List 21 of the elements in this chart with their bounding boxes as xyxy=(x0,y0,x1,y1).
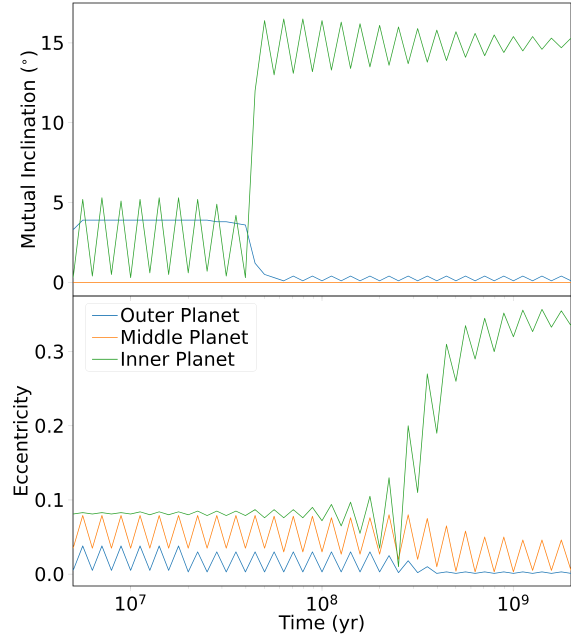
legend-label: Middle Planet xyxy=(122,329,248,344)
y-axis-title: Eccentricity xyxy=(13,386,32,495)
y-axis-title: Mutual Inclination ($^{∘}$) xyxy=(20,51,38,248)
line-series xyxy=(73,514,571,572)
x-tick-label: 10$^{9}$ xyxy=(498,594,529,611)
y-tick-label: 0.1 xyxy=(36,492,63,508)
y-tick-label: 0.3 xyxy=(36,344,63,359)
y-tick-label: 15 xyxy=(42,36,63,50)
y-tick-label: 0 xyxy=(54,275,64,290)
legend-label: Outer Planet xyxy=(121,307,240,322)
x-axis-title: Time (yr) xyxy=(278,614,364,634)
line-series xyxy=(73,546,571,574)
y-tick-label: 0.0 xyxy=(36,566,64,582)
line-series xyxy=(73,18,571,278)
y-tick-label: 0.2 xyxy=(36,418,63,433)
x-tick-label: 10$^{8}$ xyxy=(308,594,338,611)
y-tick-label: 10 xyxy=(42,116,64,130)
line-series xyxy=(73,308,571,568)
x-tick-label: 10$^{7}$ xyxy=(116,594,146,611)
legend-label: Inner Planet xyxy=(122,351,234,366)
y-tick-label: 5 xyxy=(54,196,63,210)
